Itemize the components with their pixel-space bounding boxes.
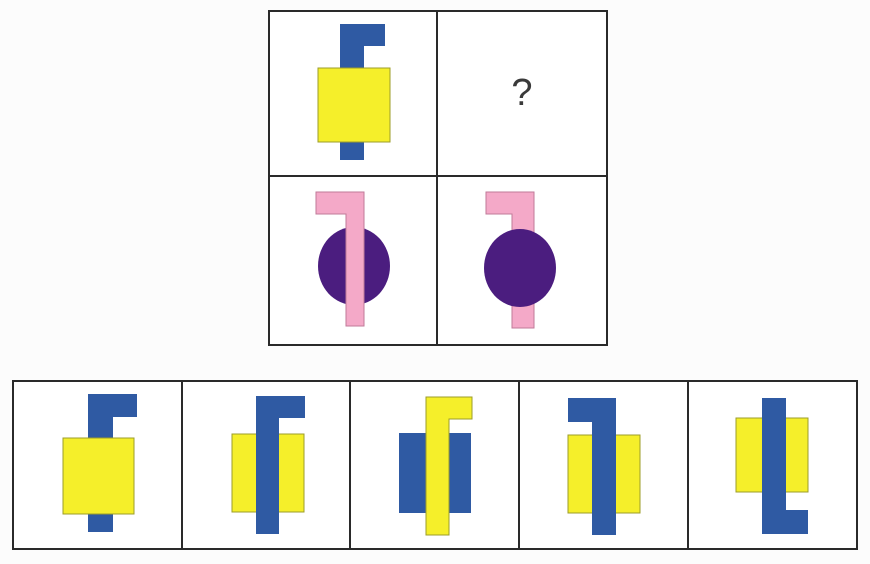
puzzle-horizontal-divider (268, 175, 608, 177)
option-2[interactable] (182, 380, 350, 548)
option-divider-1 (181, 380, 183, 550)
puzzle-vertical-divider (436, 10, 438, 346)
blue-bottom-hook-over-yellow-rect-icon (735, 398, 809, 534)
option-1[interactable] (14, 380, 182, 548)
purple-circle-over-pink-hook-icon (484, 191, 556, 329)
option-divider-4 (687, 380, 689, 550)
blue-hook-over-yellow-square-icon (62, 394, 137, 532)
puzzle-cell-bottom-right (438, 176, 606, 344)
blue-reversed-hook-over-yellow-rect-icon (567, 398, 641, 535)
blue-hook-over-yellow-rect-icon (231, 396, 305, 534)
puzzle-cell-bottom-left (268, 176, 438, 344)
option-3[interactable] (350, 380, 518, 548)
puzzle-cell-top-left (268, 10, 438, 176)
question-mark: ? (511, 71, 533, 114)
blue-hook-yellow-square-icon (317, 24, 391, 160)
puzzle-cell-top-right (438, 10, 606, 176)
option-5[interactable] (688, 380, 856, 548)
option-divider-3 (518, 380, 520, 550)
yellow-hook-over-blue-rect-icon (399, 396, 473, 536)
option-4[interactable] (518, 380, 688, 548)
pink-hook-purple-circle-icon (315, 191, 390, 327)
option-divider-2 (349, 380, 351, 550)
